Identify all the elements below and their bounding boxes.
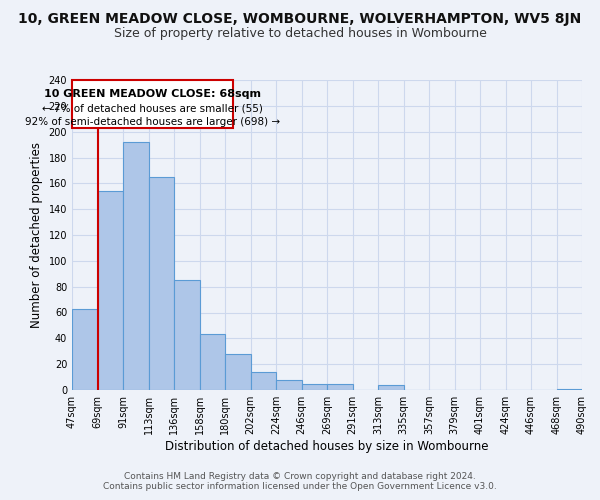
Text: Size of property relative to detached houses in Wombourne: Size of property relative to detached ho… [113,28,487,40]
Bar [123,142,149,390]
Bar [199,334,225,390]
Y-axis label: Number of detached properties: Number of detached properties [30,142,43,328]
Bar [276,380,302,390]
Text: Contains public sector information licensed under the Open Government Licence v3: Contains public sector information licen… [103,482,497,491]
Bar [225,354,251,390]
Bar [72,308,97,390]
Text: ← 7% of detached houses are smaller (55): ← 7% of detached houses are smaller (55) [42,103,263,113]
Bar [251,372,276,390]
Bar [327,384,353,390]
Bar [378,385,404,390]
Text: 10, GREEN MEADOW CLOSE, WOMBOURNE, WOLVERHAMPTON, WV5 8JN: 10, GREEN MEADOW CLOSE, WOMBOURNE, WOLVE… [19,12,581,26]
Bar [557,388,582,390]
Text: Contains HM Land Registry data © Crown copyright and database right 2024.: Contains HM Land Registry data © Crown c… [124,472,476,481]
Bar [174,280,199,390]
Bar [97,191,123,390]
X-axis label: Distribution of detached houses by size in Wombourne: Distribution of detached houses by size … [165,440,489,453]
Text: 10 GREEN MEADOW CLOSE: 68sqm: 10 GREEN MEADOW CLOSE: 68sqm [44,88,261,99]
Text: 92% of semi-detached houses are larger (698) →: 92% of semi-detached houses are larger (… [25,118,280,128]
Bar [302,384,327,390]
Bar [149,177,174,390]
FancyBboxPatch shape [72,80,233,128]
